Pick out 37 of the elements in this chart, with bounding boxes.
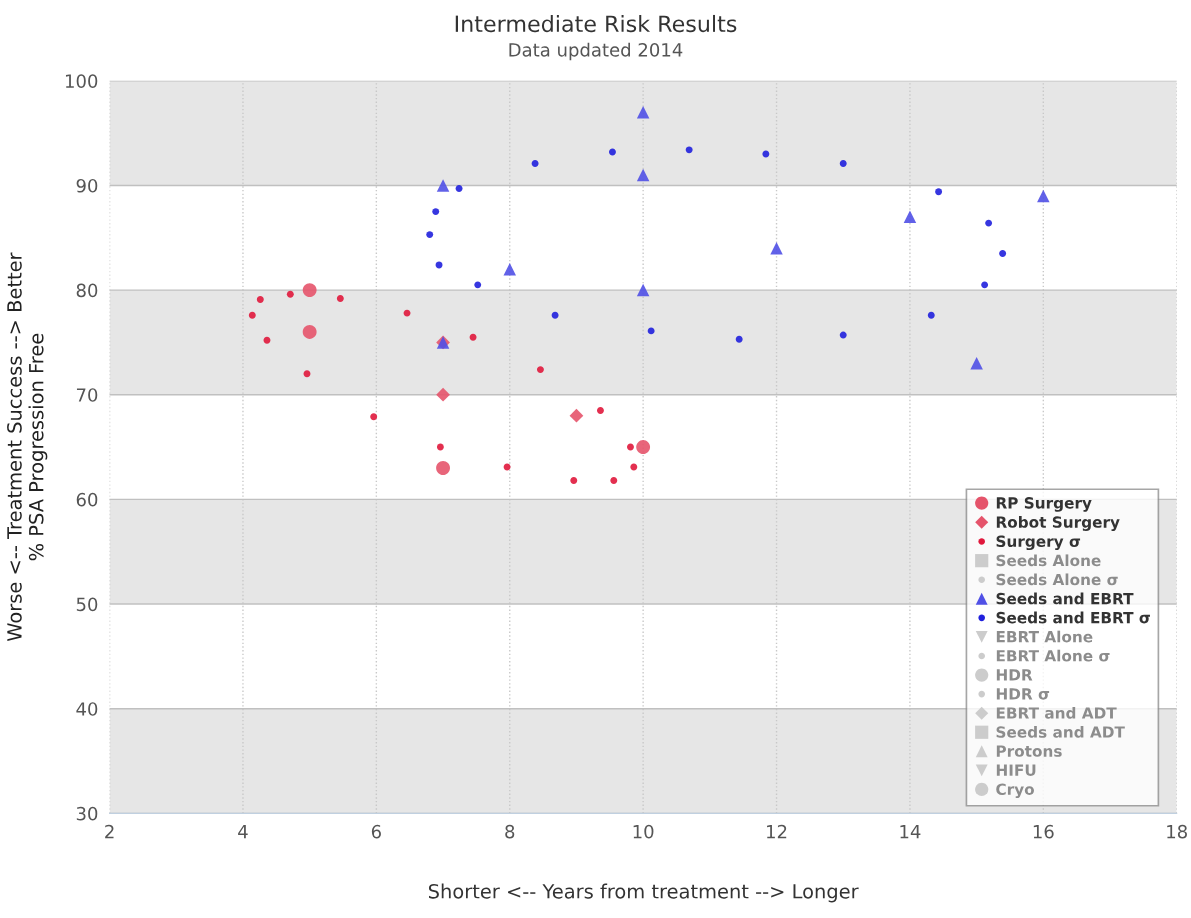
- y-axis-title: Worse <-- Treatment Success --> Better % PSA Progression Free: [7, 252, 48, 642]
- y-tick-label: 80: [76, 283, 98, 298]
- legend-label: Seeds Alone: [996, 554, 1101, 567]
- y-tick-label: 60: [76, 492, 98, 507]
- legend-label: Seeds and EBRT σ: [996, 611, 1150, 624]
- legend-label: HDR: [996, 669, 1033, 681]
- legend-label: Protons: [996, 745, 1062, 757]
- chart-subtitle: Data updated 2014: [509, 42, 683, 61]
- y-tick-label: 100: [65, 74, 98, 88]
- legend-label: Seeds Alone σ: [996, 573, 1118, 586]
- y-tick-label: 90: [76, 178, 98, 193]
- legend-label: HIFU: [996, 764, 1036, 776]
- x-tick-label: 12: [767, 824, 787, 839]
- y-tick-label: 30: [76, 806, 98, 821]
- y-tick-label: 50: [76, 597, 98, 612]
- legend-label: Cryo: [996, 783, 1034, 799]
- y-tick-label: 40: [76, 702, 98, 716]
- legend-label: EBRT and ADT: [996, 706, 1117, 719]
- y-tick-label: 70: [76, 388, 98, 402]
- x-tick-label: 4: [238, 825, 248, 839]
- legend-label: Robot Surgery: [996, 516, 1120, 531]
- x-tick-label: 16: [1033, 824, 1054, 839]
- legend-label: EBRT Alone σ: [996, 649, 1110, 662]
- legend-label: EBRT Alone: [996, 630, 1093, 643]
- x-tick-label: 8: [505, 824, 515, 839]
- chart-title: Intermediate Risk Results: [455, 14, 737, 33]
- x-tick-label: 2: [105, 824, 114, 839]
- x-tick-label: 14: [900, 825, 921, 839]
- x-tick-label: 10: [633, 824, 654, 839]
- legend-label: RP Surgery: [996, 497, 1092, 512]
- legend-label: Seeds and ADT: [996, 725, 1125, 738]
- legend-label: Seeds and EBRT: [996, 592, 1134, 605]
- legend-label: Surgery σ: [996, 535, 1081, 551]
- legend-label: HDR σ: [996, 688, 1050, 700]
- x-axis-title: Shorter <-- Years from treatment --> Longer: [428, 883, 859, 903]
- x-tick-label: 18: [1167, 824, 1187, 839]
- x-tick-label: 6: [371, 824, 381, 839]
